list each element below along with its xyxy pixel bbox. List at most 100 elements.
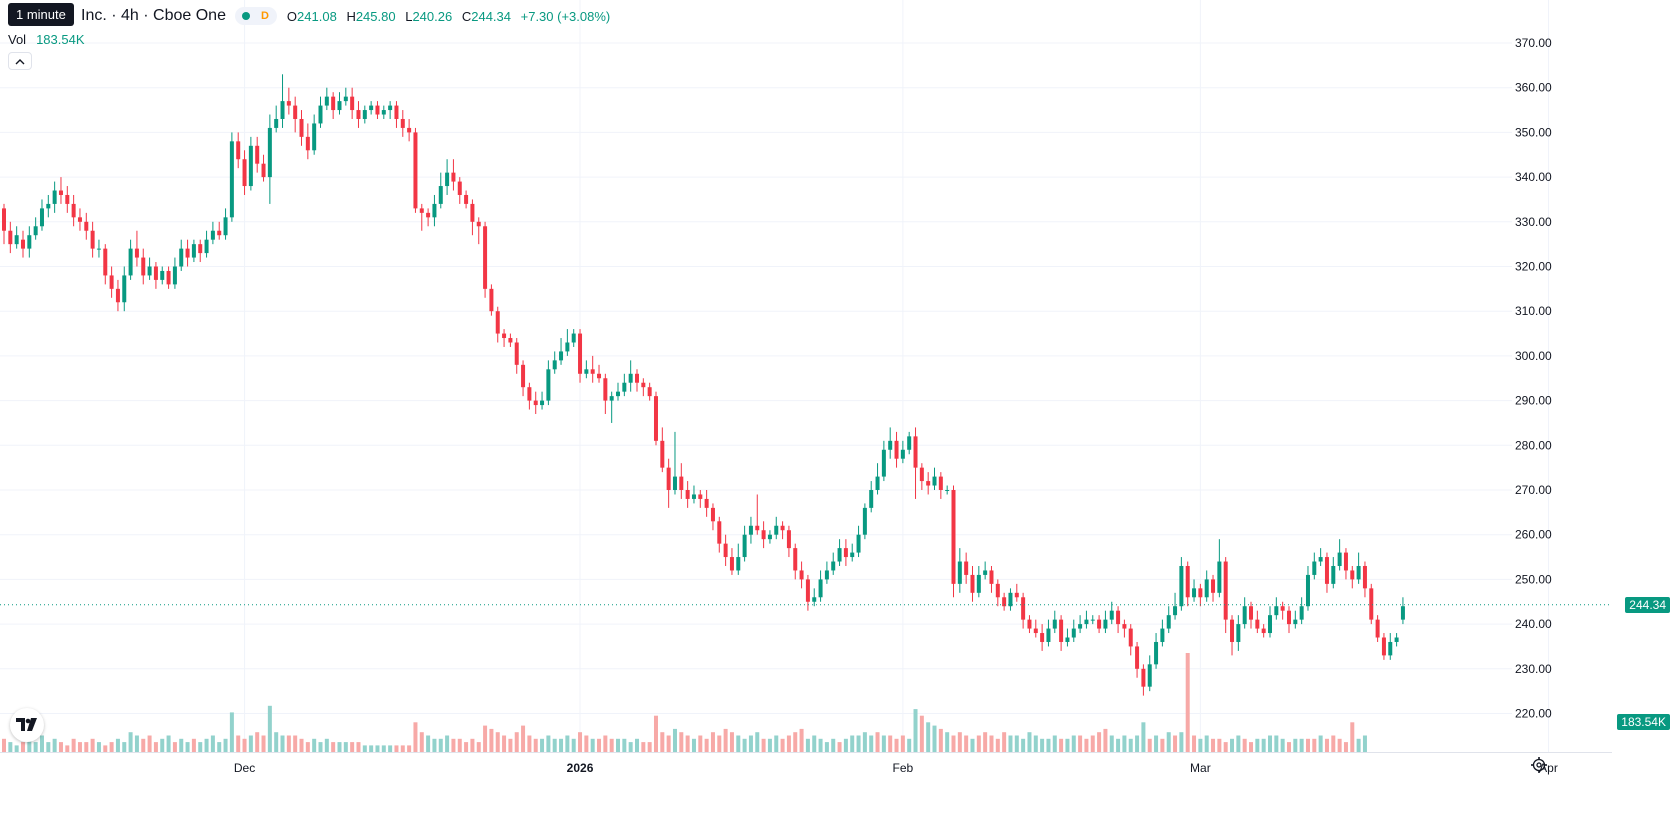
candle-body (584, 369, 589, 374)
candle-body (983, 570, 988, 575)
candle-body (160, 270, 165, 280)
candle-body (1116, 610, 1121, 625)
low-label: L (405, 8, 413, 24)
candle (1356, 552, 1361, 584)
volume-bar (1280, 738, 1285, 752)
volume-bar (476, 742, 481, 752)
volume-bar (286, 735, 291, 752)
volume-bar (907, 738, 912, 752)
volume-bar (818, 738, 823, 752)
candle-body (1394, 637, 1399, 642)
candle-body (438, 186, 443, 204)
candle (951, 485, 956, 598)
candle (1090, 615, 1095, 625)
volume-bar (274, 732, 279, 752)
volume-bar (96, 742, 101, 752)
candle (122, 266, 127, 312)
candle-body (1021, 597, 1026, 620)
volume-bar (533, 738, 538, 752)
candle-body (109, 275, 114, 289)
price-axis: 370.00 360.00 350.00 340.00 330.00 320.00 310.… (1515, 36, 1552, 721)
candle (375, 101, 380, 119)
candle (1008, 588, 1013, 611)
candle (1021, 592, 1026, 629)
volume-bar (134, 735, 139, 752)
volume-bar (1014, 735, 1019, 752)
candle-body (685, 490, 690, 499)
volume-bar (691, 738, 696, 752)
candle-body (1280, 606, 1285, 611)
candle-body (1274, 606, 1279, 616)
volume-bar (1198, 738, 1203, 752)
volume-bar (1274, 735, 1279, 752)
candle (426, 208, 431, 227)
volume-bar (451, 738, 456, 752)
candle (210, 221, 215, 245)
candle-body (571, 333, 576, 343)
candle (761, 521, 766, 549)
candle (628, 360, 633, 392)
candle (546, 360, 551, 406)
candle (1343, 548, 1348, 580)
volume-bar (1305, 738, 1310, 752)
volume-bar (710, 732, 715, 752)
candle-body (261, 163, 266, 178)
volume-bar (1071, 735, 1076, 752)
candle (641, 378, 646, 397)
candle-body (426, 212, 431, 218)
volume-bar (426, 735, 431, 752)
candle (786, 525, 791, 558)
volume-bar (1046, 738, 1051, 752)
candle (185, 239, 190, 267)
candle (1388, 633, 1393, 660)
symbol-title[interactable]: Inc. · 4h · Cboe One (81, 7, 226, 24)
candle (337, 92, 342, 115)
status-pills[interactable]: D (234, 7, 277, 25)
volume-bar (742, 738, 747, 752)
candle-body (204, 239, 209, 254)
volume-bar (1299, 738, 1304, 752)
volume-bar (856, 735, 861, 752)
candle (685, 481, 690, 508)
volume-bar (793, 732, 798, 752)
volume-bar (242, 738, 247, 752)
candle-body (1084, 619, 1089, 625)
candle (831, 552, 836, 575)
candle (388, 101, 393, 119)
volume-bar (33, 742, 38, 752)
volume-bar (457, 738, 462, 752)
candle (324, 87, 329, 111)
candle-body (1305, 574, 1310, 607)
candle-body (1154, 641, 1159, 665)
candle (888, 427, 893, 459)
candle-body (913, 436, 918, 468)
volume-bar (1090, 735, 1095, 752)
collapse-legend-button[interactable] (8, 52, 32, 70)
price-tick-label: 340.00 (1515, 170, 1552, 184)
volume-bar (780, 738, 785, 752)
volume-bar (343, 742, 348, 752)
candle-body (945, 490, 950, 491)
candle (1033, 619, 1038, 638)
candle (1299, 597, 1304, 625)
candle-body (223, 217, 228, 236)
volume-bar (995, 738, 1000, 752)
volume-bar (565, 735, 570, 752)
candle-body (1160, 628, 1165, 642)
volume-bar (1166, 732, 1171, 752)
candle-body (666, 467, 671, 490)
volume-bar (736, 735, 741, 752)
volume-bar (255, 732, 260, 752)
volume-bar (578, 732, 583, 752)
candle (723, 534, 728, 566)
candle-body (1268, 615, 1272, 634)
candle-body (293, 105, 298, 119)
candle-body (191, 244, 196, 258)
volume-bar (1324, 738, 1329, 752)
gear-icon[interactable] (1530, 756, 1548, 774)
tradingview-logo-icon[interactable] (10, 708, 44, 742)
candle (875, 463, 880, 495)
volume-bar (1217, 738, 1222, 752)
volume-bar (438, 738, 443, 752)
